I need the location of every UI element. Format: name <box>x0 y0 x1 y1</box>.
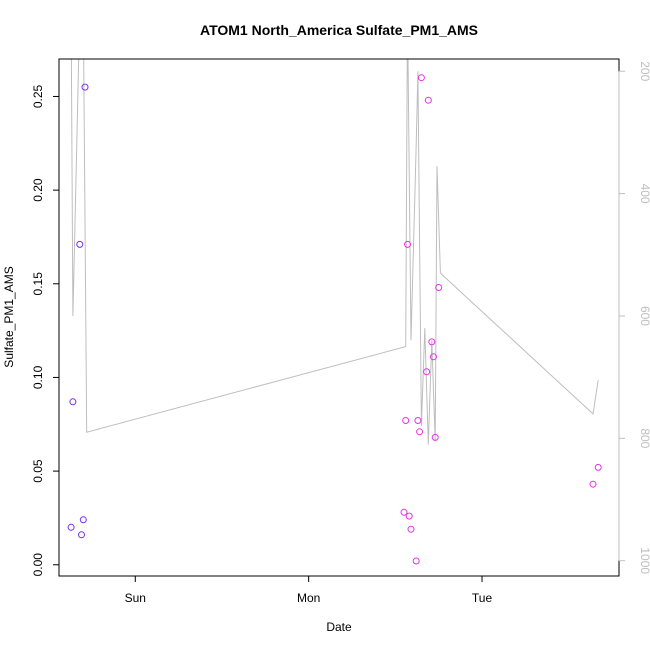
y-tick-label: 0.20 <box>31 178 45 202</box>
data-point <box>435 284 443 291</box>
data-point <box>67 523 75 531</box>
right-tick-label: 800 <box>638 428 650 448</box>
y-tick-label: 0.00 <box>31 553 45 577</box>
data-point <box>79 516 87 524</box>
x-tick-label: Mon <box>297 591 320 605</box>
right-axis: 200 400 600 800 1000 <box>618 61 650 574</box>
data-point <box>414 417 422 424</box>
data-point <box>412 557 420 565</box>
data-point <box>589 480 597 488</box>
data-point <box>78 531 85 539</box>
data-point <box>417 74 425 82</box>
data-point <box>594 463 602 471</box>
data-point <box>423 368 431 376</box>
plot-frame <box>58 58 620 577</box>
data-point <box>76 240 84 248</box>
y-tick-label: 0.15 <box>31 272 45 296</box>
right-tick-label: 1000 <box>638 547 650 574</box>
data-point <box>81 83 89 91</box>
data-point <box>405 512 413 520</box>
data-point <box>407 525 415 533</box>
x-tick-label: Tue <box>472 591 493 605</box>
x-tick-label: Sun <box>125 591 146 605</box>
y-tick-label: 0.10 <box>31 365 45 389</box>
y-tick-label: 0.05 <box>31 459 45 483</box>
pressure-line-layer <box>70 59 599 445</box>
data-point <box>416 428 424 436</box>
right-tick-label: 400 <box>638 184 650 204</box>
data-point <box>402 417 410 424</box>
data-point <box>69 398 77 406</box>
data-point <box>428 338 436 346</box>
pressure-series-line <box>70 59 599 445</box>
data-point <box>430 353 437 361</box>
data-point <box>424 96 432 104</box>
y-tick-label: 0.25 <box>31 84 45 108</box>
x-axis-label: Date <box>326 620 352 634</box>
right-tick-label: 200 <box>638 61 650 81</box>
data-point <box>400 508 408 516</box>
y-axis-label: Sulfate_PM1_AMS <box>2 266 16 367</box>
points-layer <box>67 74 602 565</box>
data-point <box>404 240 411 248</box>
right-tick-label: 600 <box>638 306 650 326</box>
data-point <box>431 433 439 441</box>
y-axis: 0.00 0.05 0.10 0.15 0.20 0.25 <box>31 84 59 576</box>
x-axis: Sun Mon Tue <box>125 576 493 605</box>
chart-title: ATOM1 North_America Sulfate_PM1_AMS <box>200 22 478 38</box>
